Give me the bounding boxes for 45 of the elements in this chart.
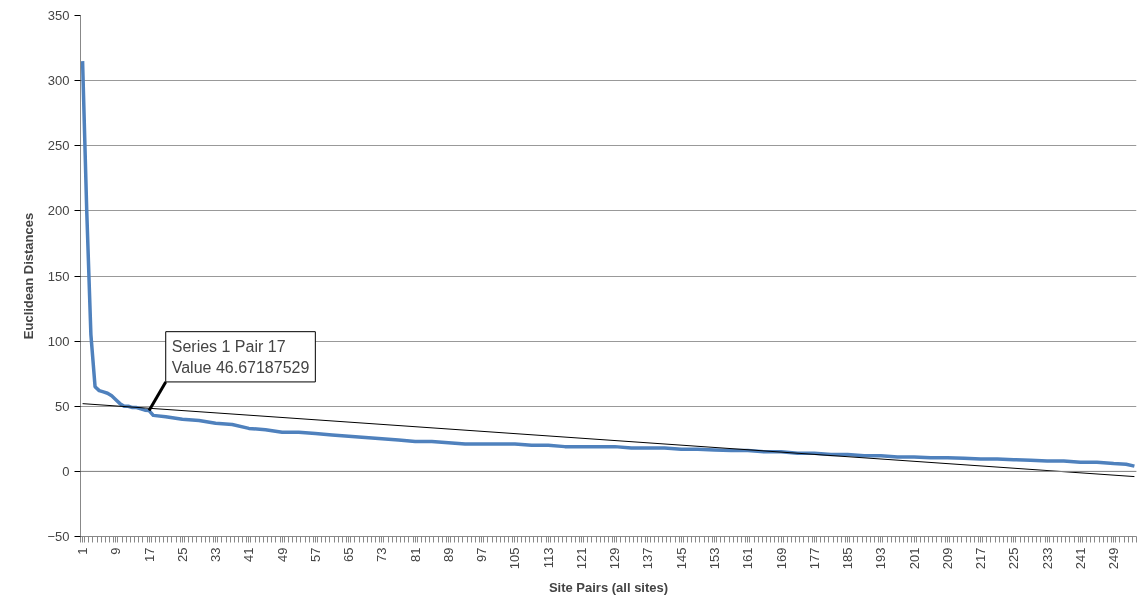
y-tick-label: 100 xyxy=(47,333,70,349)
x-tick-label: 121 xyxy=(573,547,589,570)
x-tick-label: 169 xyxy=(773,547,789,570)
x-tick-label: 185 xyxy=(840,547,856,570)
y-axis-title: Euclidean Distances xyxy=(21,212,37,340)
x-tick-label: 97 xyxy=(474,547,490,562)
x-tick-label: 113 xyxy=(540,547,556,569)
x-tick-label: 249 xyxy=(1106,547,1122,570)
x-tick-label: 41 xyxy=(241,547,257,562)
x-tick-label: 49 xyxy=(274,547,290,562)
x-tick-label: 25 xyxy=(174,547,190,562)
line-series xyxy=(80,59,1137,468)
y-tick-label: 0 xyxy=(62,463,70,479)
x-tick-label: 225 xyxy=(1006,547,1022,570)
x-tick-label: 129 xyxy=(607,547,623,570)
y-tick-label: 300 xyxy=(47,73,70,89)
x-tick-label: 241 xyxy=(1072,547,1088,570)
x-tick-label: 209 xyxy=(939,547,955,570)
x-tick-label: 193 xyxy=(873,547,889,570)
x-tick-label: 233 xyxy=(1039,547,1055,570)
y-tick-label: 350 xyxy=(47,8,70,23)
x-tick-label: 89 xyxy=(440,547,456,562)
x-tick-label: 65 xyxy=(341,547,357,562)
y-tick-label: 150 xyxy=(47,268,70,284)
x-tick-label: 1 xyxy=(75,547,91,555)
x-tick-label: 57 xyxy=(307,547,323,562)
x-tick-label: 9 xyxy=(108,547,124,555)
y-tick-label: −50 xyxy=(47,529,70,544)
x-tick-label: 217 xyxy=(973,547,989,570)
x-tick-label: 73 xyxy=(374,547,390,562)
x-axis-title: Site Pairs (all sites) xyxy=(548,580,669,596)
x-tick-label: 137 xyxy=(640,547,656,570)
x-tick-label: 161 xyxy=(740,547,756,570)
y-tick-label: 250 xyxy=(47,138,70,154)
y-tick-label: 200 xyxy=(47,203,70,219)
x-tick-label: 177 xyxy=(806,547,822,570)
x-tick-label: 145 xyxy=(673,547,689,570)
x-tick-label: 105 xyxy=(507,547,523,570)
x-tick-label: 201 xyxy=(906,547,922,570)
x-tick-label: 153 xyxy=(707,547,723,570)
y-tick-label: 50 xyxy=(55,398,70,414)
x-tick-label: 81 xyxy=(407,547,423,562)
x-tick-label: 33 xyxy=(208,547,224,562)
x-tick-label: 17 xyxy=(141,547,157,562)
annotation: Series 1 Pair 17 Value 46.67187529 xyxy=(171,337,310,376)
